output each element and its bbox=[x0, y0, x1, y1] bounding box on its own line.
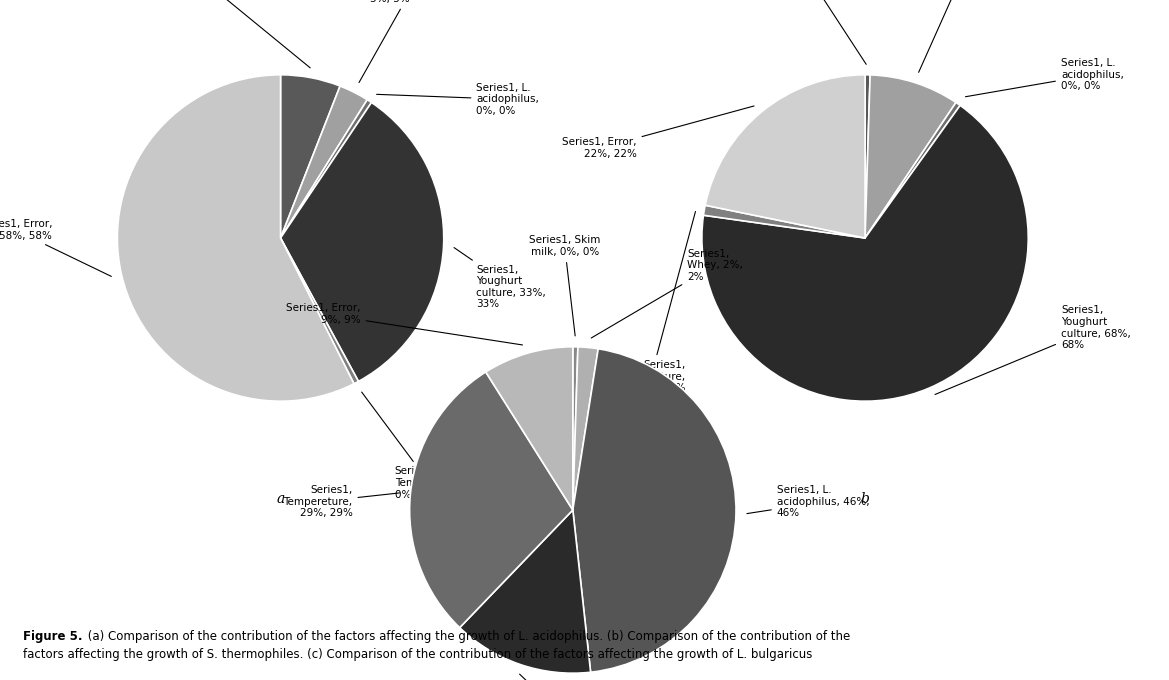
Wedge shape bbox=[705, 75, 865, 238]
Wedge shape bbox=[281, 86, 367, 238]
Text: b: b bbox=[860, 492, 870, 506]
Text: Series1, Error,
9%, 9%: Series1, Error, 9%, 9% bbox=[286, 303, 523, 345]
Wedge shape bbox=[486, 347, 573, 510]
Text: Series1,
Whey, 2%,
2%: Series1, Whey, 2%, 2% bbox=[592, 249, 743, 338]
Text: Series1, Skim
milk, 0%, 0%: Series1, Skim milk, 0%, 0% bbox=[761, 0, 866, 65]
Text: Series1, Error,
58%, 58%: Series1, Error, 58%, 58% bbox=[0, 219, 111, 276]
Text: (a) Comparison of the contribution of the factors affecting the growth of L. aci: (a) Comparison of the contribution of th… bbox=[84, 630, 850, 643]
Text: Series1, Error,
22%, 22%: Series1, Error, 22%, 22% bbox=[562, 106, 754, 159]
Text: Series1, Whey,
9%, 9%: Series1, Whey, 9%, 9% bbox=[919, 0, 1001, 72]
Text: factors affecting the growth of S. thermophiles. (c) Comparison of the contribut: factors affecting the growth of S. therm… bbox=[23, 648, 812, 661]
Text: Series1,
Youghurt culture,
14%, 14%: Series1, Youghurt culture, 14%, 14% bbox=[519, 674, 666, 680]
Text: Series1,
Tempereture,
29%, 29%: Series1, Tempereture, 29%, 29% bbox=[283, 486, 400, 518]
Wedge shape bbox=[281, 75, 340, 238]
Wedge shape bbox=[701, 105, 1029, 401]
Wedge shape bbox=[573, 347, 577, 510]
Wedge shape bbox=[865, 75, 956, 238]
Wedge shape bbox=[573, 347, 599, 510]
Wedge shape bbox=[281, 238, 359, 384]
Wedge shape bbox=[459, 510, 590, 673]
Wedge shape bbox=[409, 372, 573, 628]
Text: Series1,
Youghurt
culture, 68%,
68%: Series1, Youghurt culture, 68%, 68% bbox=[935, 305, 1130, 394]
Text: Series1,
Tempereture,
1%, 1%: Series1, Tempereture, 1%, 1% bbox=[616, 211, 696, 393]
Text: Series1, L.
acidophilus,
0%, 0%: Series1, L. acidophilus, 0%, 0% bbox=[376, 83, 539, 116]
Wedge shape bbox=[865, 75, 870, 238]
Wedge shape bbox=[117, 75, 354, 401]
Text: Series1, Skim
milk, 0%, 0%: Series1, Skim milk, 0%, 0% bbox=[528, 235, 601, 336]
Wedge shape bbox=[281, 103, 444, 381]
Text: Series1, L.
acidophilus,
0%, 0%: Series1, L. acidophilus, 0%, 0% bbox=[966, 58, 1123, 97]
Text: Series1,
Tempereture,
0%, 0%: Series1, Tempereture, 0%, 0% bbox=[361, 392, 464, 500]
Text: Series1, Whey,
3%, 3%: Series1, Whey, 3%, 3% bbox=[359, 0, 449, 82]
Wedge shape bbox=[704, 205, 865, 238]
Wedge shape bbox=[573, 349, 736, 673]
Wedge shape bbox=[281, 100, 372, 238]
Text: Series1, L.
acidophilus, 46%,
46%: Series1, L. acidophilus, 46%, 46% bbox=[747, 486, 870, 518]
Text: Series1, Skim
milk, 6%, 6%: Series1, Skim milk, 6%, 6% bbox=[160, 0, 310, 68]
Text: Series1,
Youghurt
culture, 33%,
33%: Series1, Youghurt culture, 33%, 33% bbox=[454, 248, 546, 309]
Text: a: a bbox=[276, 492, 285, 506]
Wedge shape bbox=[865, 103, 960, 238]
Text: Figure 5.: Figure 5. bbox=[23, 630, 83, 643]
